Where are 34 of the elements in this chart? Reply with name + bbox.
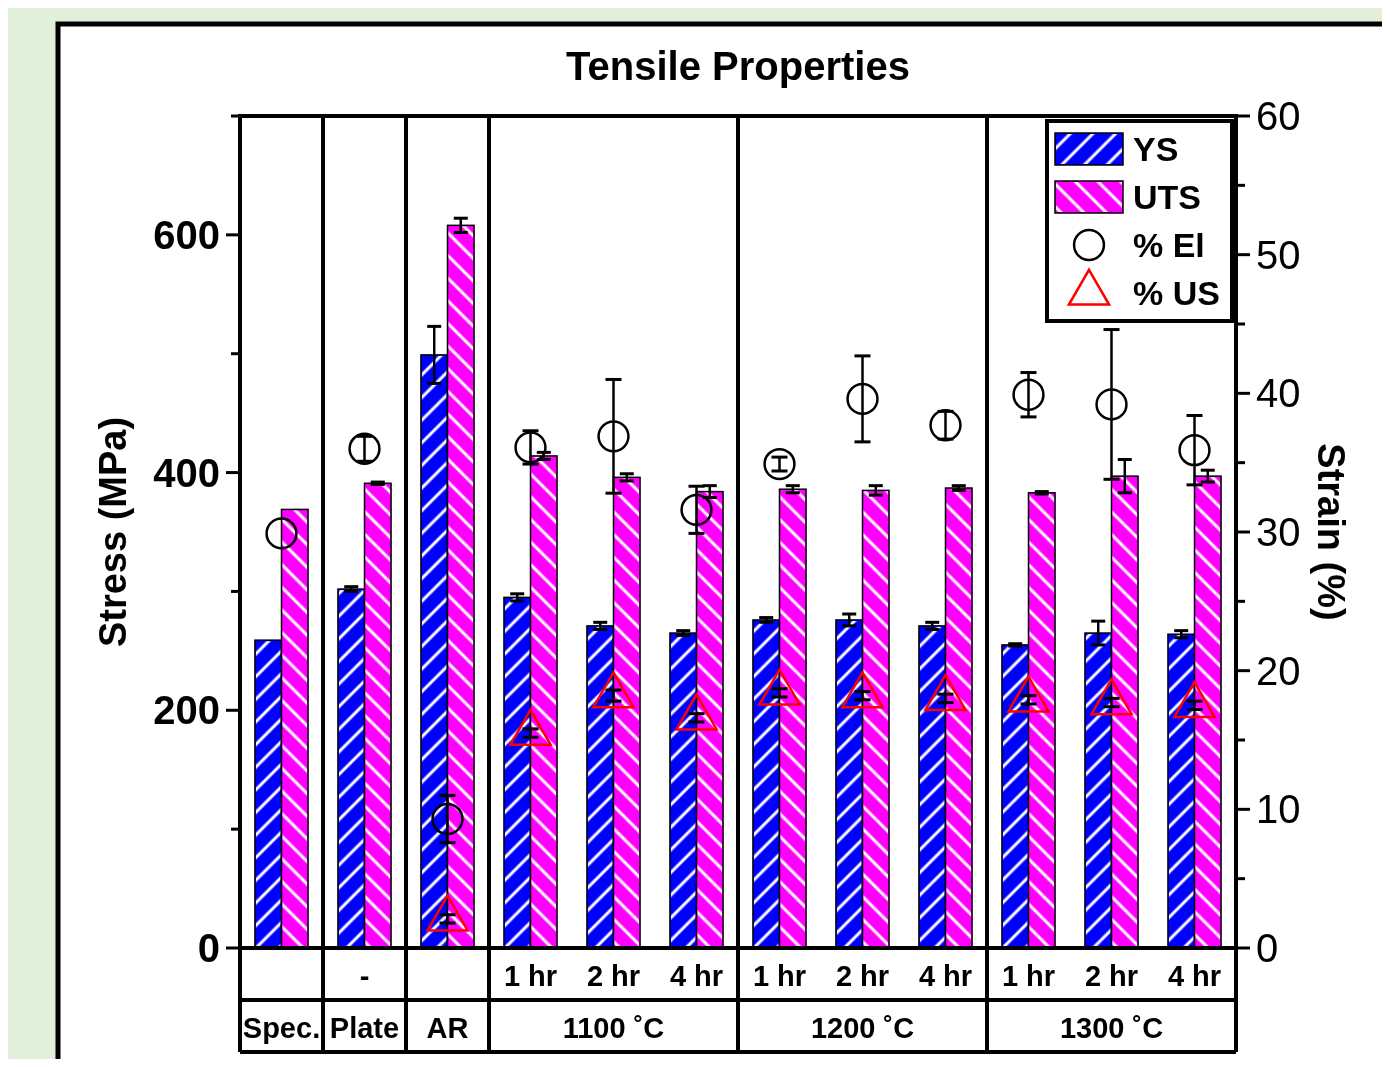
y-tick-label: 0: [197, 926, 220, 970]
x-tick-label: 2 hr: [586, 960, 641, 992]
x-tick-label: 4 hr: [669, 960, 724, 992]
y2-tick-label: 0: [1256, 926, 1279, 970]
y2-tick-label: 50: [1256, 232, 1301, 277]
x-tick-label: 2 hr: [1084, 960, 1139, 992]
x-tick-label: Plate: [329, 1012, 400, 1044]
text: 1300 ˚C: [1059, 1012, 1164, 1044]
y2-axis-title: Strain (%): [1310, 443, 1352, 621]
legend-label: % El: [1133, 225, 1205, 264]
x-tick-label: Spec.: [242, 1012, 321, 1044]
legend-label: YS: [1133, 129, 1179, 168]
text: 1200 ˚C: [810, 1012, 915, 1044]
y2-tick-label: 30: [1256, 510, 1301, 554]
y2-tick-label: 60: [1256, 94, 1301, 138]
y2-tick-label: 20: [1256, 648, 1301, 693]
legend-label: UTS: [1133, 177, 1201, 216]
chart-title: Tensile Properties: [566, 44, 910, 88]
x-tick-label: 1 hr: [752, 960, 807, 992]
y-tick-label: 200: [153, 688, 220, 733]
text: 1100 ˚C: [562, 1012, 665, 1044]
y2-tick-label: 40: [1256, 371, 1301, 416]
y-axis-title: Stress (MPa): [92, 416, 134, 648]
text: -: [359, 960, 370, 992]
y-tick-label: 400: [153, 450, 220, 495]
legend-label: % US: [1133, 273, 1220, 312]
x-tick-label: AR: [426, 1012, 469, 1044]
x-tick-label: 4 hr: [918, 960, 973, 992]
x-tick-label: 2 hr: [835, 960, 890, 992]
x-tick-label: 4 hr: [1167, 960, 1222, 992]
x-tick-label: 1 hr: [503, 960, 558, 992]
x-tick-label: 1 hr: [1001, 960, 1056, 992]
y-tick-label: 600: [153, 212, 220, 257]
y2-tick-label: 10: [1256, 787, 1301, 832]
